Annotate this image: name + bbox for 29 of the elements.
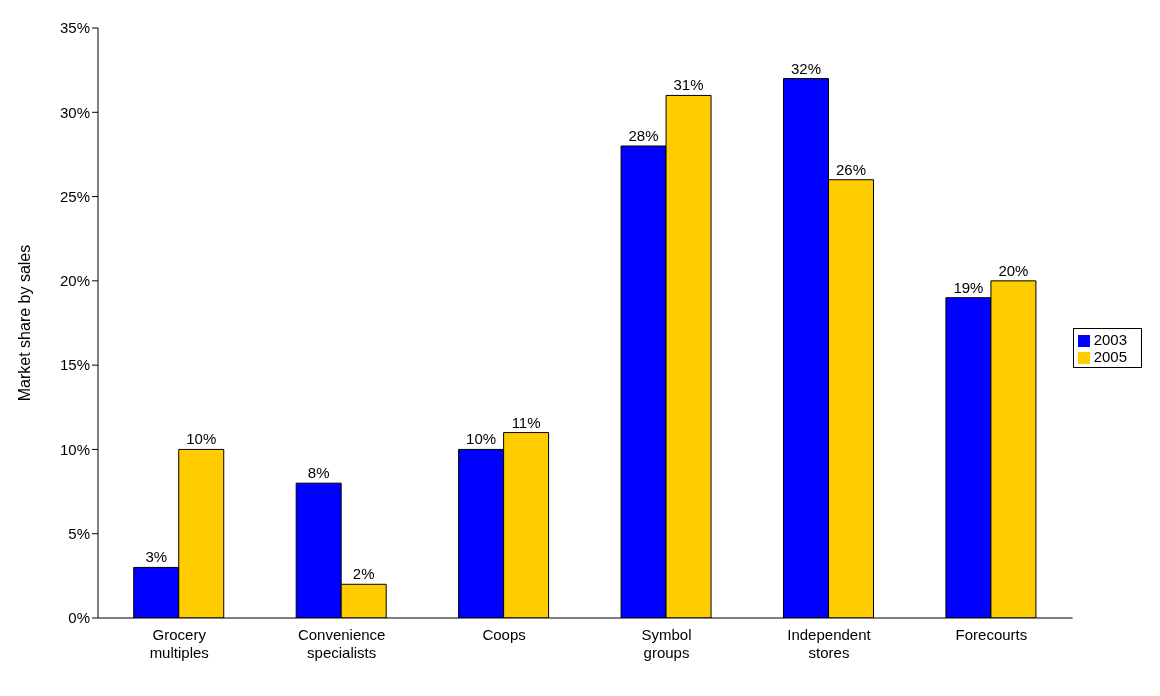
y-axis-title: Market share by sales: [15, 244, 33, 402]
x-tick-label: Symbol groups: [641, 626, 692, 661]
data-label: 10%: [466, 430, 497, 448]
y-tick-label: 15%: [59, 356, 90, 374]
data-label: 3%: [145, 548, 168, 566]
x-tick-label: Forecourts: [955, 626, 1028, 643]
data-label: 32%: [790, 59, 821, 77]
data-label: 2%: [352, 565, 375, 583]
y-tick-label: 25%: [59, 187, 90, 205]
x-tick-label: Independent stores: [787, 626, 872, 661]
y-tick-label: 0%: [68, 609, 90, 627]
data-label: 19%: [953, 278, 984, 296]
data-label: 31%: [673, 76, 704, 94]
legend-label: 2003: [1093, 331, 1127, 348]
y-tick-label: 10%: [59, 440, 90, 458]
x-tick-label: Convenience specialists: [297, 626, 386, 661]
x-tick-label: Coops: [482, 626, 526, 643]
data-label: 26%: [835, 160, 866, 178]
y-tick-label: 20%: [59, 272, 90, 290]
x-tick-label: Grocery multiples: [149, 626, 209, 661]
data-label: 11%: [511, 413, 541, 431]
y-tick-label: 35%: [59, 19, 90, 37]
y-tick-label: 30%: [59, 103, 90, 121]
data-label: 20%: [998, 261, 1029, 279]
data-label: 10%: [186, 430, 217, 448]
data-label: 8%: [307, 464, 330, 482]
data-label: 28%: [628, 127, 659, 144]
legend-label: 2005: [1093, 348, 1127, 365]
y-tick-label: 5%: [68, 525, 90, 543]
